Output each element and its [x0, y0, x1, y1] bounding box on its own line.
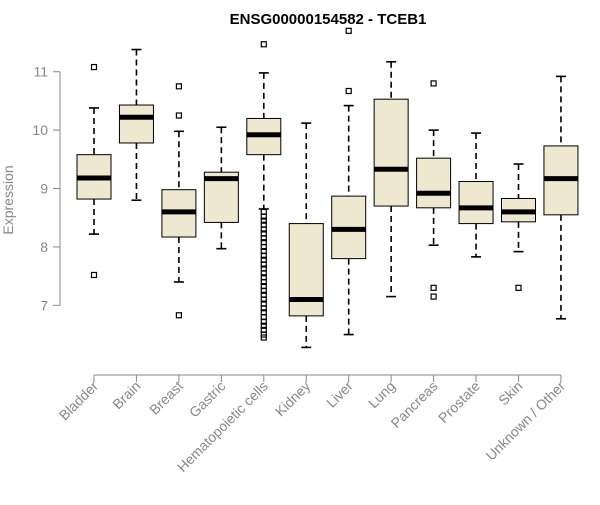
- y-tick-label-9: 9: [40, 181, 48, 197]
- y-tick-label-7: 7: [40, 297, 48, 313]
- outlier-hematopoietic-cells-11: [260, 252, 267, 259]
- outlier-hematopoietic-cells-2: [260, 213, 267, 220]
- outlier-hematopoietic-cells-21: [260, 296, 267, 303]
- chart-title: ENSG00000154582 - TCEB1: [230, 11, 427, 28]
- box-pancreas: [416, 157, 452, 209]
- x-tick-label-liver: Liver: [323, 378, 356, 411]
- outlier-bladder-1: [90, 271, 98, 279]
- outlier-hematopoietic-cells-30: [260, 334, 267, 341]
- x-tick-label-brain: Brain: [109, 378, 143, 412]
- outlier-breast-2: [175, 312, 182, 319]
- y-tick-label-10: 10: [32, 122, 48, 138]
- x-tick-label-lung: Lung: [365, 378, 398, 411]
- outlier-breast-1: [175, 112, 182, 119]
- outlier-liver-1: [345, 87, 352, 95]
- x-tick-label-bladder: Bladder: [56, 378, 102, 424]
- box-prostate: [458, 181, 494, 225]
- outlier-hematopoietic-cells-13: [260, 261, 267, 268]
- x-tick-label-skin: Skin: [495, 378, 526, 409]
- outlier-hematopoietic-cells-26: [260, 318, 267, 325]
- outlier-hematopoietic-cells-27: [260, 322, 267, 329]
- box-brain: [118, 104, 154, 144]
- outlier-breast-0: [175, 83, 182, 90]
- box-lung: [373, 98, 409, 207]
- outlier-hematopoietic-cells-9: [260, 243, 267, 251]
- x-tick-label-breast: Breast: [146, 378, 186, 418]
- x-tick-label-pancreas: Pancreas: [388, 378, 441, 431]
- outlier-hematopoietic-cells-7: [260, 235, 267, 242]
- y-axis-label: Expression: [0, 165, 16, 234]
- x-tick-label-kidney: Kidney: [272, 378, 314, 420]
- x-tick-label-prostate: Prostate: [435, 378, 483, 426]
- outlier-hematopoietic-cells-23: [260, 305, 267, 312]
- outlier-hematopoietic-cells-5: [260, 226, 267, 233]
- outlier-pancreas-1: [430, 284, 437, 291]
- outlier-pancreas-2: [430, 293, 437, 300]
- box-kidney: [288, 223, 324, 317]
- y-tick-label-8: 8: [40, 239, 48, 255]
- outlier-hematopoietic-cells-15: [260, 270, 267, 277]
- y-tick-label-11: 11: [33, 64, 48, 80]
- outlier-hematopoietic-cells-0: [260, 41, 267, 48]
- x-tick-label-unknown-other: Unknown / Other: [482, 378, 568, 464]
- outlier-hematopoietic-cells-19: [260, 287, 267, 294]
- outlier-liver-0: [345, 27, 352, 34]
- outlier-hematopoietic-cells-3: [260, 217, 267, 224]
- outlier-skin-0: [515, 284, 522, 291]
- outlier-hematopoietic-cells-17: [260, 278, 267, 286]
- outlier-pancreas-0: [430, 80, 437, 87]
- outlier-bladder-0: [90, 63, 98, 71]
